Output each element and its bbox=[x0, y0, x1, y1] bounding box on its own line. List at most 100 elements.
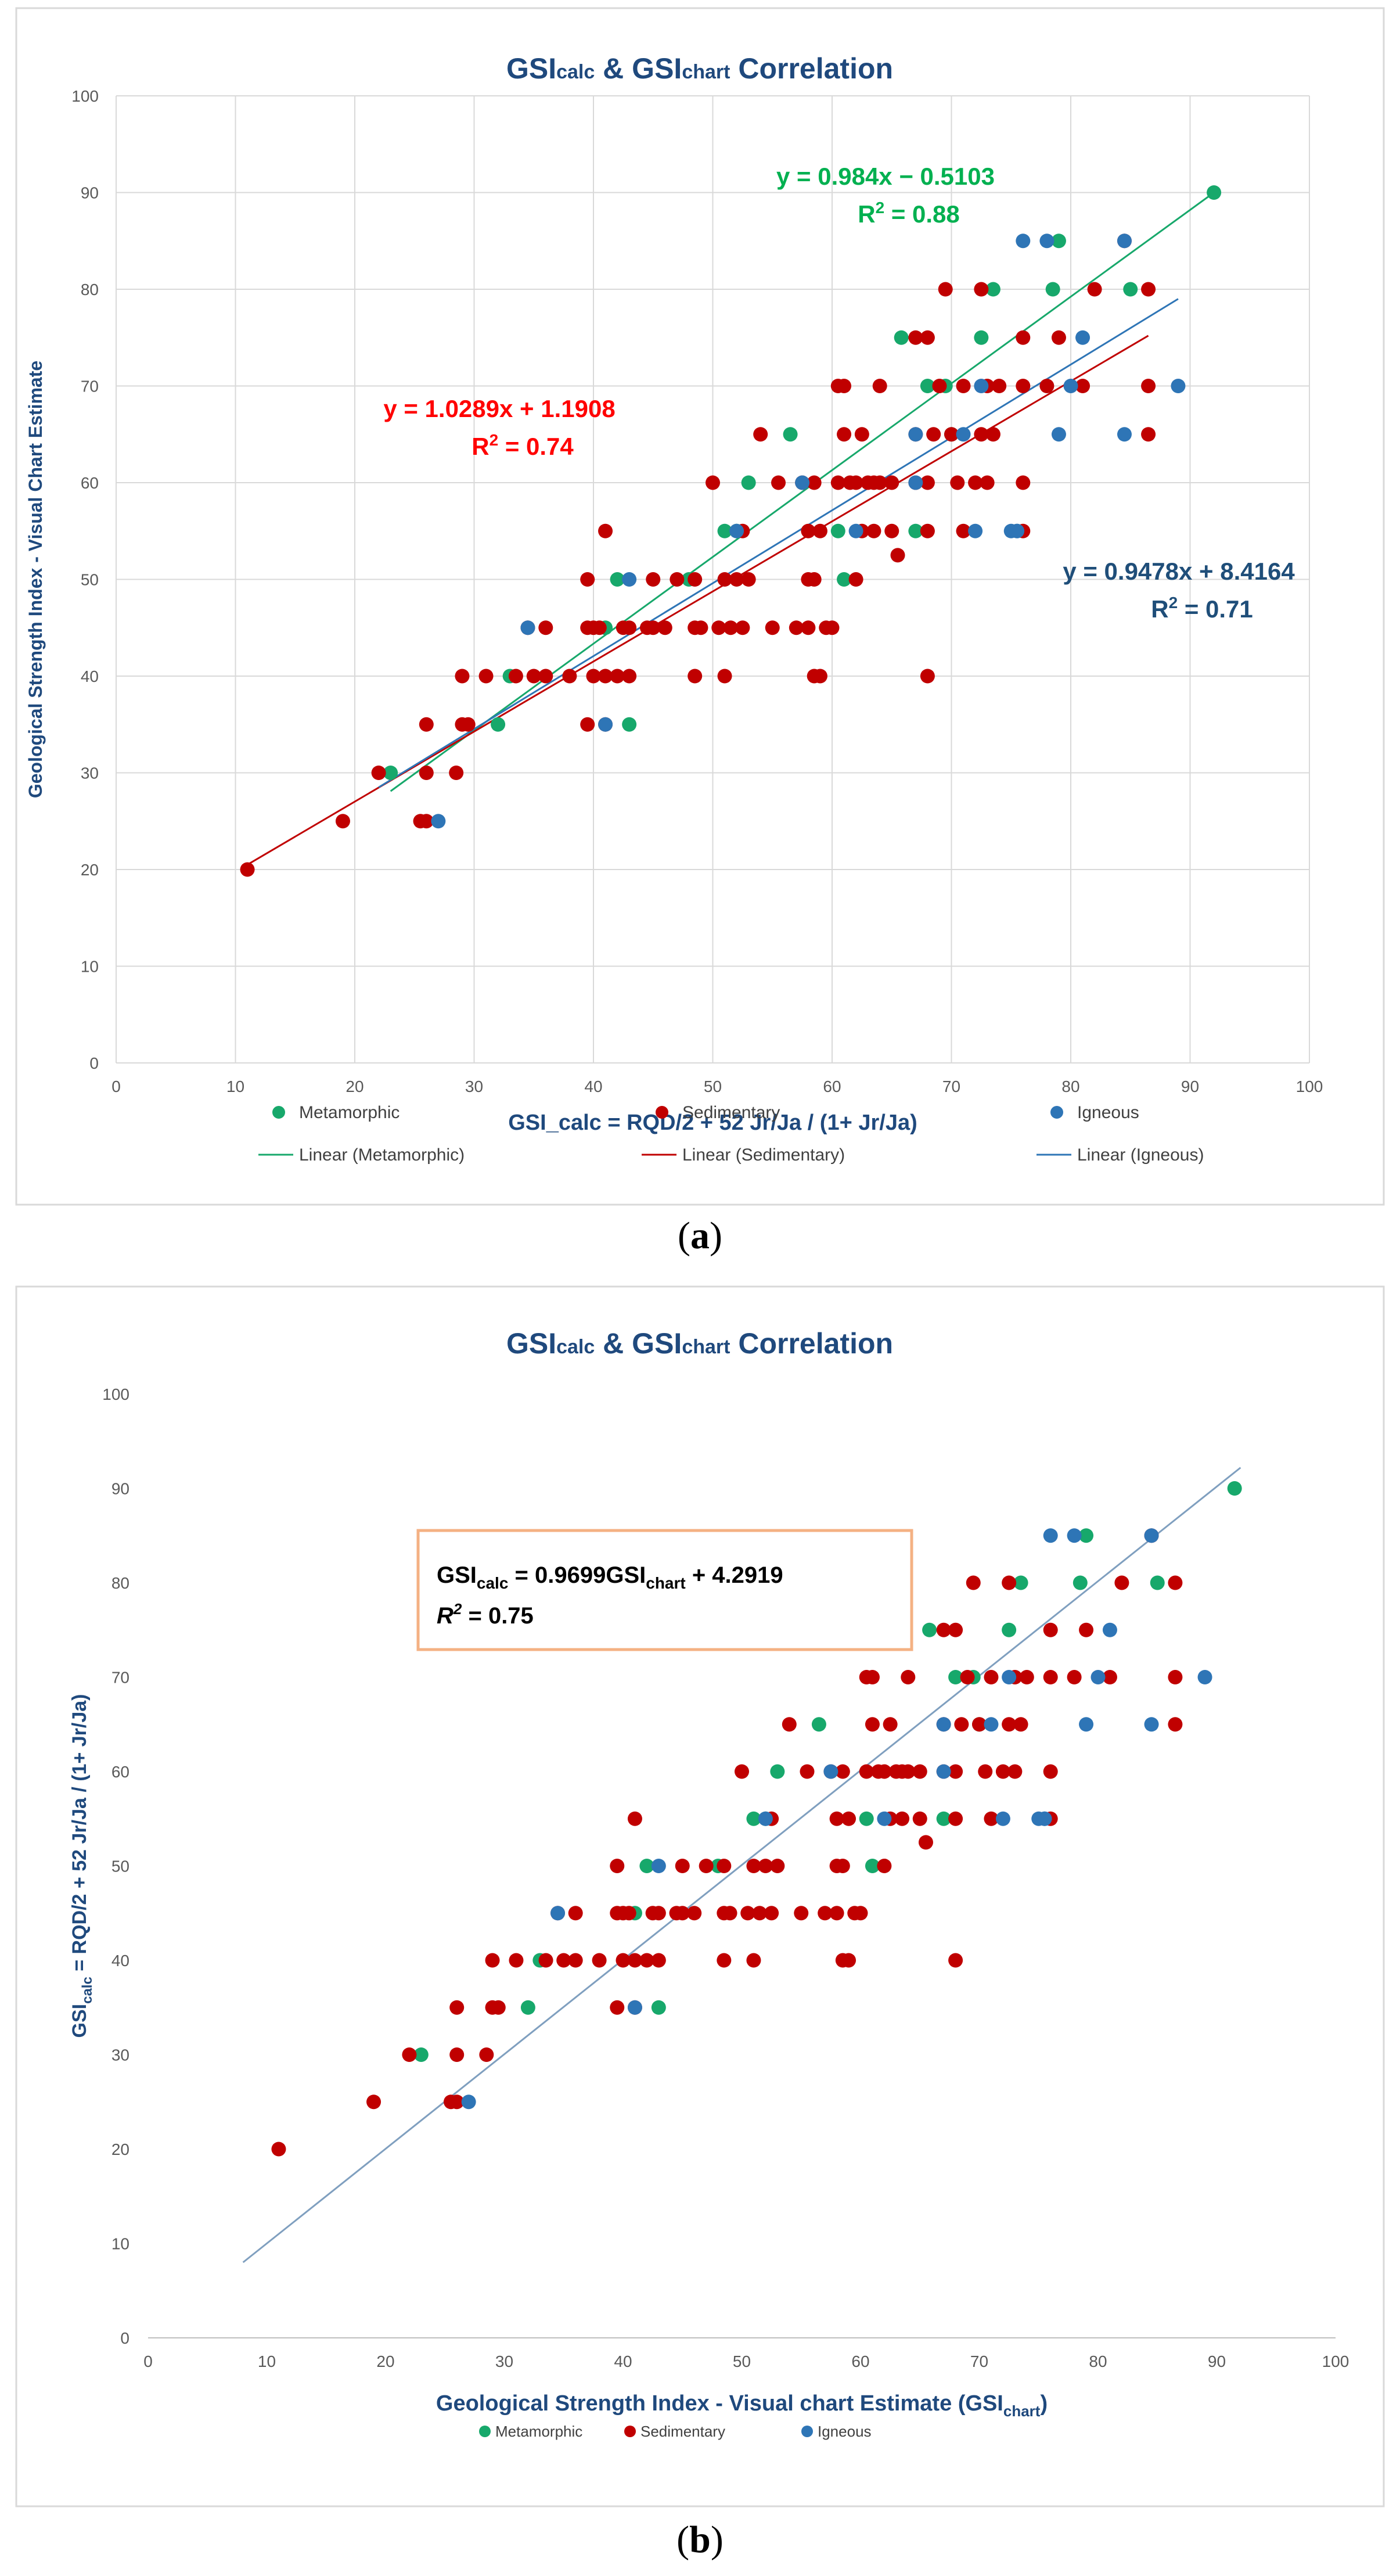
chart-b-point-metamorphic bbox=[936, 1811, 951, 1826]
chart-b-point-sedimentary bbox=[509, 1953, 524, 1968]
chart-a-point-sedimentary bbox=[801, 620, 816, 635]
chart-b-point-igneous bbox=[1079, 1717, 1094, 1732]
chart-b: GSIcalc & GSIchart Correlation 0 10 20 30 40 5… bbox=[15, 1285, 1385, 2507]
chart-a-ytick-label: 10 bbox=[81, 958, 99, 976]
chart-a-xtick-label: 50 bbox=[704, 1077, 722, 1095]
chart-b-legend-marker-igneous bbox=[801, 2426, 813, 2437]
chart-b-point-metamorphic bbox=[1073, 1575, 1088, 1590]
chart-b-trendline bbox=[242, 1467, 1241, 2264]
chart-b-point-sedimentary bbox=[556, 1953, 571, 1968]
chart-b-point-igneous bbox=[995, 1811, 1010, 1826]
chart-b-point-sedimentary bbox=[883, 1717, 898, 1732]
chart-b-point-sedimentary bbox=[610, 1859, 625, 1873]
chart-a-point-sedimentary bbox=[1016, 475, 1031, 490]
chart-b-legend-label-sedimentary: Sedimentary bbox=[640, 2423, 725, 2440]
chart-b-point-igneous bbox=[1067, 1528, 1082, 1543]
chart-a-point-sedimentary bbox=[956, 379, 971, 393]
chart-a-point-igneous bbox=[956, 427, 971, 442]
chart-b-point-sedimentary bbox=[592, 1953, 607, 1968]
chart-b-point-igneous bbox=[627, 2000, 642, 2015]
chart-b-point-sedimentary bbox=[717, 1953, 732, 1968]
chart-a-legend-trend-label-igneous: Linear (Igneous) bbox=[1077, 1145, 1204, 1165]
chart-a-point-metamorphic bbox=[741, 475, 756, 490]
chart-b-point-sedimentary bbox=[764, 1906, 779, 1921]
chart-a-point-sedimentary bbox=[478, 669, 494, 684]
chart-b-point-sedimentary bbox=[794, 1906, 809, 1921]
chart-a-point-sedimentary bbox=[240, 862, 255, 877]
chart-b-point-sedimentary bbox=[984, 1811, 999, 1826]
chart-b-point-sedimentary bbox=[610, 2000, 625, 2015]
chart-b-point-sedimentary bbox=[1019, 1670, 1034, 1684]
chart-a-point-sedimentary bbox=[848, 572, 863, 587]
chart-b-point-sedimentary bbox=[1168, 1717, 1183, 1732]
chart-a-point-sedimentary bbox=[890, 548, 905, 563]
chart-a-point-sedimentary bbox=[884, 475, 899, 490]
chart-a-point-sedimentary bbox=[920, 669, 935, 684]
chart-a-legend-trend-label-metamorphic: Linear (Metamorphic) bbox=[299, 1145, 465, 1165]
chart-a-point-sedimentary bbox=[866, 523, 881, 538]
chart-b-point-sedimentary bbox=[936, 1622, 951, 1637]
chart-b-ytick-label: 30 bbox=[111, 2046, 129, 2064]
chart-b-point-sedimentary bbox=[639, 1953, 654, 1968]
chart-b-point-sedimentary bbox=[1002, 1717, 1017, 1732]
chart-a-point-sedimentary bbox=[598, 523, 613, 538]
chart-b-point-metamorphic bbox=[859, 1811, 874, 1826]
chart-a-point-sedimentary bbox=[753, 427, 768, 442]
chart-a-point-sedimentary bbox=[1141, 379, 1156, 393]
chart-a-point-sedimentary bbox=[807, 572, 822, 587]
chart-a-point-sedimentary bbox=[688, 669, 703, 684]
chart-a-ytick-label: 70 bbox=[81, 378, 99, 396]
chart-a-xtick-label: 20 bbox=[345, 1077, 364, 1095]
chart-a-ytick-label: 40 bbox=[81, 667, 99, 685]
chart-a-equation-sedimentary: y = 1.0289x + 1.1908 bbox=[383, 395, 615, 422]
chart-a-point-sedimentary bbox=[926, 427, 941, 442]
chart-a-point-metamorphic bbox=[1051, 233, 1066, 249]
chart-b-point-igneous bbox=[1037, 1811, 1052, 1826]
chart-a-xtick-label: 60 bbox=[823, 1077, 841, 1095]
chart-a-point-sedimentary bbox=[598, 669, 613, 684]
chart-b-point-sedimentary bbox=[449, 2094, 465, 2110]
chart-a-point-igneous bbox=[1010, 523, 1025, 538]
chart-a-ytick-label: 60 bbox=[81, 474, 99, 492]
chart-b-title: GSIcalc & GSIchart Correlation bbox=[506, 1327, 893, 1360]
chart-b-point-sedimentary bbox=[995, 1764, 1010, 1779]
chart-b-ytick-label: 0 bbox=[120, 2329, 129, 2347]
chart-b-point-sedimentary bbox=[960, 1670, 975, 1684]
chart-a-point-metamorphic bbox=[985, 282, 1000, 297]
chart-a-point-sedimentary bbox=[932, 379, 947, 393]
chart-b-point-igneous bbox=[936, 1764, 951, 1779]
chart-a-point-sedimentary bbox=[920, 330, 935, 345]
chart-b-point-sedimentary bbox=[271, 2142, 286, 2157]
chart-a-point-sedimentary bbox=[801, 523, 816, 538]
chart-b-point-igneous bbox=[1043, 1528, 1058, 1543]
chart-a-point-sedimentary bbox=[688, 572, 703, 587]
chart-b-point-sedimentary bbox=[865, 1670, 880, 1684]
chart-a-point-metamorphic bbox=[717, 523, 732, 538]
chart-a-frame bbox=[15, 7, 1385, 1206]
chart-b-point-sedimentary bbox=[746, 1859, 761, 1873]
chart-a-point-sedimentary bbox=[693, 620, 708, 635]
chart-b-point-sedimentary bbox=[1043, 1764, 1058, 1779]
chart-a-point-sedimentary bbox=[1075, 379, 1091, 393]
chart-b-ytick-label: 10 bbox=[111, 2235, 129, 2253]
chart-a-r2-igneous: R2 = 0.71 bbox=[1151, 594, 1253, 623]
chart-b-point-metamorphic bbox=[651, 2000, 666, 2015]
chart-a-point-sedimentary bbox=[610, 669, 625, 684]
chart-b-point-sedimentary bbox=[740, 1906, 755, 1921]
chart-a-point-sedimentary bbox=[825, 620, 840, 635]
chart-a-point-sedimentary bbox=[419, 717, 434, 732]
chart-b-point-sedimentary bbox=[948, 1622, 963, 1637]
chart-b-point-metamorphic bbox=[1013, 1575, 1028, 1590]
chart-b-point-igneous bbox=[936, 1717, 951, 1732]
chart-b-point-sedimentary bbox=[449, 2000, 465, 2015]
chart-b-point-sedimentary bbox=[1043, 1670, 1058, 1684]
chart-a-legend-marker-sedimentary bbox=[656, 1106, 668, 1119]
chart-b-point-metamorphic bbox=[413, 2047, 429, 2062]
chart-b-point-sedimentary bbox=[901, 1764, 916, 1779]
chart-a-point-sedimentary bbox=[837, 379, 852, 393]
chart-a: GSIcalc & GSIchart Correlation 0 10 20 30 40 5… bbox=[15, 7, 1385, 1206]
chart-a-ytick-label: 100 bbox=[71, 87, 99, 105]
chart-a-legend-marker-metamorphic bbox=[272, 1106, 285, 1119]
chart-a-point-sedimentary bbox=[1016, 379, 1031, 393]
chart-a-point-sedimentary bbox=[592, 620, 607, 635]
